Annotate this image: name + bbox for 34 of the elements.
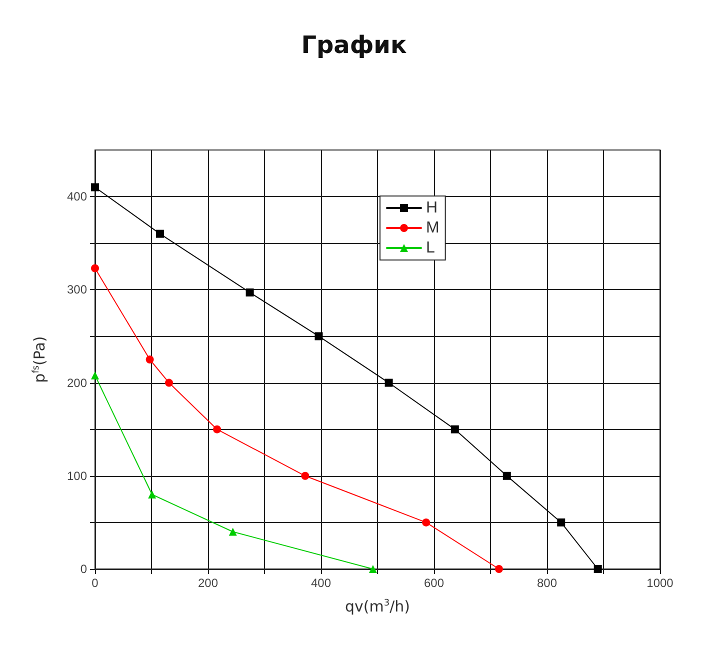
- point: [228, 528, 237, 536]
- point: [422, 518, 430, 526]
- point: [165, 378, 174, 387]
- x-tick-label: 800: [536, 576, 558, 590]
- x-tick-label: 600: [424, 576, 444, 590]
- y-tick-label: 0: [80, 562, 88, 576]
- point: [494, 565, 503, 573]
- y-tick-label: 200: [66, 376, 88, 390]
- point: [91, 371, 99, 380]
- point: [246, 288, 254, 296]
- point: [148, 490, 156, 499]
- point: [146, 356, 154, 364]
- point: [156, 230, 164, 238]
- y-axis-title: pfs(Pa): [30, 336, 48, 383]
- point: [502, 472, 511, 480]
- point: [557, 518, 566, 526]
- y-tick-label: 400: [66, 190, 88, 204]
- point: [384, 378, 393, 387]
- x-tick-label: 200: [198, 576, 218, 590]
- point: [450, 425, 459, 434]
- legend-label: H: [426, 200, 438, 216]
- legend-label: L: [426, 240, 435, 256]
- point: [213, 425, 222, 434]
- x-tick-label: 400: [310, 576, 332, 590]
- point: [91, 264, 99, 272]
- y-tick-label: 300: [66, 282, 88, 297]
- x-tick-label: 1000: [646, 576, 674, 590]
- y-tick-label: 100: [66, 468, 88, 483]
- point: [91, 183, 99, 192]
- x-tick-label: 0: [92, 576, 99, 590]
- legend-label: M: [426, 220, 440, 236]
- chart-title: График: [301, 31, 407, 59]
- point: [314, 332, 323, 340]
- point: [301, 472, 310, 480]
